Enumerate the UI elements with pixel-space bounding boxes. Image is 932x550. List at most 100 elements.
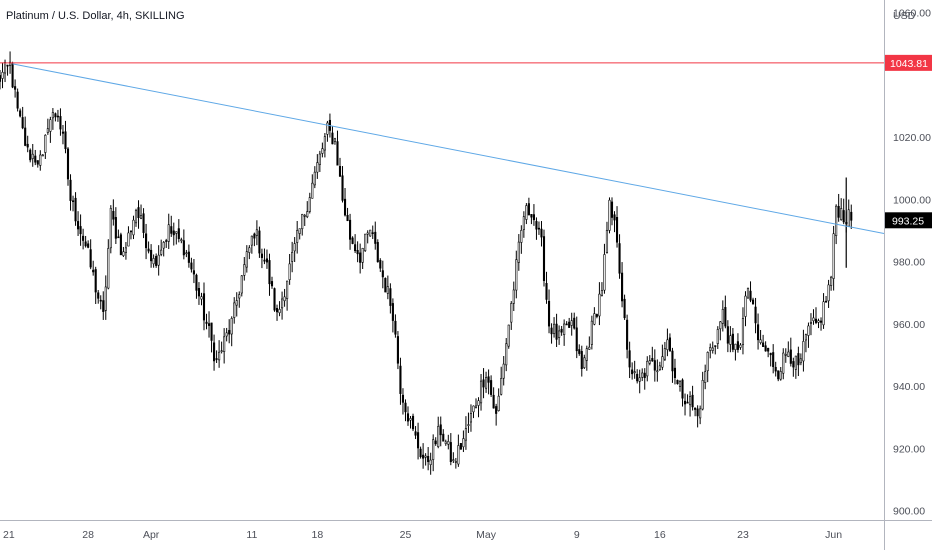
candle-body [437, 426, 440, 447]
candle-body [729, 335, 732, 345]
candle-body [643, 372, 646, 379]
candle-body [278, 309, 281, 314]
candle-body [598, 293, 601, 317]
candle-body [1, 71, 4, 79]
candle-body [36, 160, 39, 165]
candle-body [774, 366, 777, 372]
candle-body [39, 154, 42, 166]
candle-body [794, 355, 797, 370]
candle-body [444, 441, 447, 444]
candle-body [759, 339, 762, 343]
time-tick-label: Apr [143, 529, 160, 541]
candle-body [500, 378, 503, 395]
candle-body [472, 405, 475, 413]
candle-body [686, 401, 689, 404]
candle-body [255, 229, 258, 236]
candle-body [74, 197, 77, 222]
candle-body [837, 205, 840, 218]
candle-body [777, 370, 780, 380]
candle-body [804, 334, 807, 341]
candle-body [527, 203, 530, 216]
descending-trendline[interactable] [12, 63, 885, 235]
symbol-title[interactable]: Platinum / U.S. Dollar, 4h, SKILLING [6, 10, 185, 22]
candle-body [195, 274, 198, 291]
candle-body [29, 149, 32, 161]
candle-body [701, 380, 704, 410]
candle-body [555, 323, 558, 340]
candle-body [147, 248, 150, 252]
candle-body [223, 336, 226, 352]
candle-body [419, 448, 422, 458]
candle-body [535, 221, 538, 230]
candle-body [429, 459, 432, 466]
candle-body [260, 253, 263, 258]
candle-body [107, 248, 110, 289]
candle-body [623, 298, 626, 319]
candle-body [301, 214, 304, 230]
candle-body [560, 328, 563, 333]
candle-body [507, 324, 510, 347]
candle-body [288, 263, 291, 281]
candle-body [318, 153, 321, 165]
candle-body [137, 207, 140, 219]
candle-body [469, 413, 473, 423]
candle-body [11, 63, 14, 88]
candle-body [636, 373, 639, 382]
last-price-label: 993.25 [892, 215, 924, 227]
candle-body [341, 175, 344, 201]
candle-body [275, 307, 279, 313]
candle-body [155, 255, 158, 266]
candle-body [764, 345, 767, 352]
candle-body [172, 230, 175, 236]
candle-body [326, 122, 329, 135]
candle-body [731, 333, 734, 350]
time-axis[interactable]: 21 28 Apr 11 18 25 May 9 16 23 Jun [3, 529, 842, 541]
candle-body [145, 233, 148, 249]
candle-body [613, 214, 616, 221]
candle-body [681, 379, 684, 399]
candle-body [789, 349, 792, 364]
candle-body [563, 323, 566, 335]
candle-body [26, 143, 29, 148]
candle-body [51, 112, 54, 119]
time-tick-label: 23 [737, 529, 749, 541]
candle-body [92, 269, 95, 273]
candle-body [351, 237, 354, 244]
candle-body [331, 132, 334, 145]
candle-body [827, 284, 830, 302]
candle-body [401, 394, 405, 403]
candle-body [152, 258, 155, 265]
candle-body [389, 288, 392, 306]
candle-body [832, 233, 835, 279]
candle-body [510, 303, 513, 323]
candle-body [762, 342, 765, 347]
candle-body [286, 280, 289, 299]
candle-body [474, 405, 478, 408]
candle-body [422, 454, 425, 459]
time-tick-label: 28 [82, 529, 94, 541]
candle-body [517, 241, 520, 263]
candle-body [605, 229, 609, 253]
candle-body [157, 254, 160, 266]
candle-body [187, 251, 190, 263]
candle-body [6, 64, 9, 67]
candle-body [550, 327, 553, 335]
candle-body [724, 307, 727, 327]
candle-body [240, 275, 243, 294]
candle-body [746, 287, 750, 299]
candle-body [767, 347, 770, 352]
candle-body [716, 329, 719, 344]
candle-body [21, 117, 24, 129]
candle-body [291, 252, 294, 262]
candle-body [482, 379, 485, 388]
candle-body [384, 278, 387, 293]
candle-body [631, 369, 634, 375]
candle-body [615, 217, 619, 243]
price-axis[interactable]: 900.00 920.00 940.00 960.00 980.00 1000.00 102… [893, 7, 931, 517]
candle-body [175, 231, 178, 234]
last-price-label-bg [885, 212, 932, 229]
candle-body [364, 233, 367, 251]
candle-body [842, 210, 845, 223]
price-tick-label: 1060.00 [893, 7, 931, 19]
